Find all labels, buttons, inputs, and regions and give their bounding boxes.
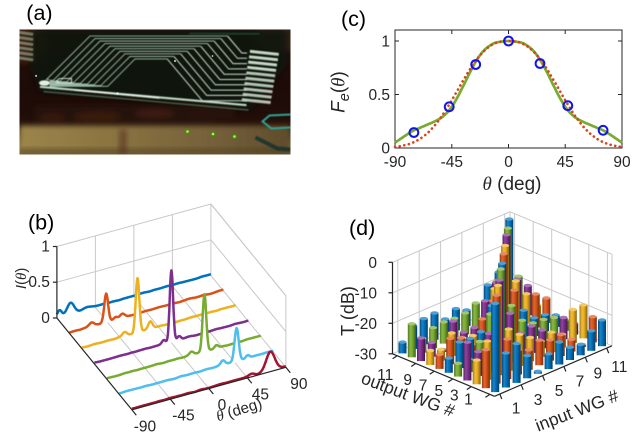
svg-text:9: 9 (593, 366, 602, 383)
svg-text:3: 3 (450, 387, 459, 404)
svg-text:(a): (a) (26, 1, 52, 25)
svg-text:3: 3 (534, 392, 543, 409)
svg-text:T (dB): T (dB) (338, 286, 358, 336)
svg-text:-45: -45 (172, 408, 194, 425)
svg-text:-30: -30 (355, 346, 378, 363)
svg-text:0: 0 (41, 310, 50, 327)
svg-text:7: 7 (576, 374, 585, 391)
svg-text:-90: -90 (384, 154, 407, 171)
svg-text:5: 5 (434, 383, 443, 400)
svg-text:I(θ): I(θ) (13, 268, 30, 290)
svg-text:0: 0 (218, 397, 227, 414)
svg-text:-45: -45 (441, 154, 463, 171)
svg-text:90: 90 (290, 376, 308, 393)
svg-text:0.5: 0.5 (368, 87, 390, 104)
svg-text:-10: -10 (355, 285, 378, 302)
svg-text:5: 5 (555, 383, 564, 400)
svg-text:θ (deg): θ (deg) (483, 174, 542, 195)
svg-text:1: 1 (381, 34, 390, 51)
svg-text:0: 0 (368, 255, 377, 272)
svg-text:45: 45 (252, 386, 269, 403)
svg-text:7: 7 (419, 378, 428, 395)
svg-text:9: 9 (403, 372, 412, 389)
svg-text:45: 45 (557, 154, 574, 171)
svg-text:11: 11 (377, 367, 393, 384)
svg-text:-90: -90 (134, 418, 157, 433)
svg-text:(d): (d) (349, 216, 375, 240)
svg-text:1: 1 (512, 400, 521, 417)
svg-text:0: 0 (504, 154, 513, 171)
svg-text:Fe(θ): Fe(θ) (329, 71, 354, 113)
svg-text:1: 1 (464, 392, 473, 409)
svg-text:0: 0 (381, 141, 390, 158)
svg-text:(c): (c) (341, 7, 366, 31)
svg-text:90: 90 (613, 154, 631, 171)
svg-text:0.5: 0.5 (28, 274, 50, 291)
svg-text:(b): (b) (28, 211, 54, 235)
svg-text:1: 1 (41, 239, 50, 256)
svg-text:-20: -20 (355, 316, 378, 333)
svg-text:11: 11 (611, 359, 627, 376)
